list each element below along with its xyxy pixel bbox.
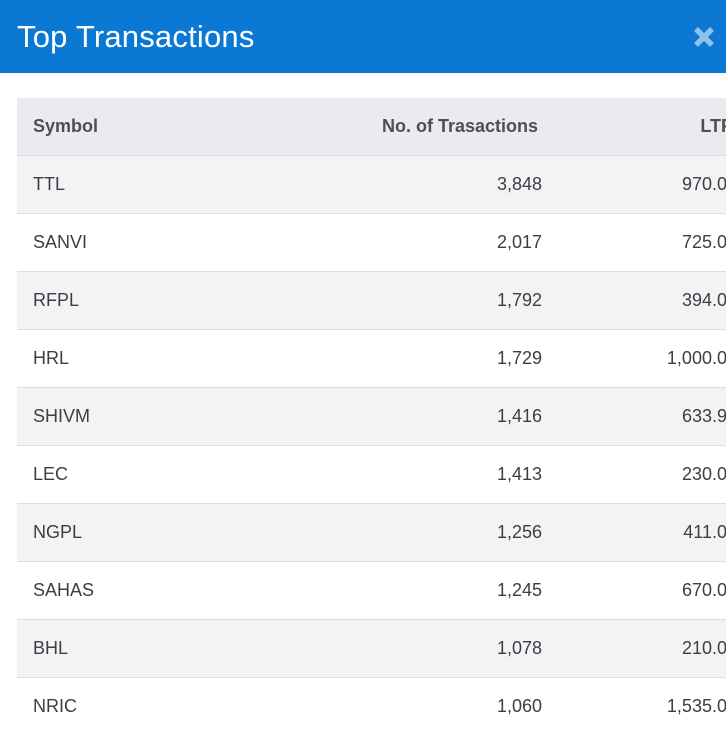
cell-transactions: 1,256 xyxy=(233,503,542,561)
table-row[interactable]: SANVI 2,017 725.00 xyxy=(17,213,726,271)
table-header-row: Symbol No. of Trasactions LTP xyxy=(17,98,726,155)
cell-transactions-value: 3,848 xyxy=(496,173,542,194)
table-row[interactable]: HRL 1,729 1,000.00 xyxy=(17,329,726,387)
cell-transactions-value: 1,245 xyxy=(496,579,542,600)
cell-transactions-value: 1,413 xyxy=(496,463,542,484)
table-row[interactable]: BHL 1,078 210.00 xyxy=(17,619,726,677)
cell-ltp: 1,000.00 xyxy=(666,347,726,368)
cell-transactions: 1,245 xyxy=(233,561,542,619)
column-header-symbol[interactable]: Symbol xyxy=(33,115,99,136)
table-row[interactable]: NGPL 1,256 411.00 xyxy=(17,503,726,561)
table-row[interactable]: SHIVM 1,416 633.90 xyxy=(17,387,726,445)
cell-symbol[interactable]: LEC xyxy=(33,463,69,484)
cell-transactions-value: 1,256 xyxy=(496,521,542,542)
cell-symbol[interactable]: SHIVM xyxy=(33,405,91,426)
cell-symbol[interactable]: RFPL xyxy=(33,289,80,310)
modal-title: Top Transactions xyxy=(17,18,255,54)
cell-transactions-value: 2,017 xyxy=(496,231,542,252)
cell-ltp: 411.00 xyxy=(683,521,726,542)
cell-transactions: 1,729 xyxy=(233,329,542,387)
cell-transactions: 1,416 xyxy=(233,387,542,445)
column-header-transactions-label: No. of Trasactions xyxy=(381,115,538,136)
cell-symbol[interactable]: TTL xyxy=(33,173,66,194)
table-row[interactable]: TTL 3,848 970.00 xyxy=(17,155,726,213)
cell-transactions: 2,017 xyxy=(233,213,542,271)
cell-ltp: 210.00 xyxy=(681,637,726,658)
cell-transactions-value: 1,078 xyxy=(496,637,542,658)
cell-transactions-value: 1,729 xyxy=(496,347,542,368)
modal-header: Top Transactions xyxy=(0,0,726,73)
cell-transactions-value: 1,416 xyxy=(496,405,542,426)
cell-ltp: 970.00 xyxy=(681,173,726,194)
cell-ltp: 1,535.00 xyxy=(666,695,726,716)
cell-symbol[interactable]: HRL xyxy=(33,347,70,368)
cell-ltp: 230.00 xyxy=(681,463,726,484)
cell-symbol[interactable]: SANVI xyxy=(33,231,88,252)
close-icon xyxy=(694,26,714,47)
cell-ltp: 394.00 xyxy=(681,289,726,310)
table-row[interactable]: RFPL 1,792 394.00 xyxy=(17,271,726,329)
cell-transactions-value: 1,060 xyxy=(496,695,542,716)
transactions-table-container: Symbol No. of Trasactions LTP TTL 3,848 97… xyxy=(17,98,726,730)
transactions-table: Symbol No. of Trasactions LTP TTL 3,848 97… xyxy=(17,98,726,730)
cell-symbol[interactable]: BHL xyxy=(33,637,69,658)
cell-transactions: 3,848 xyxy=(233,155,542,213)
cell-symbol[interactable]: SAHAS xyxy=(33,579,95,600)
cell-transactions: 1,060 xyxy=(233,677,542,730)
table-row[interactable]: LEC 1,413 230.00 xyxy=(17,445,726,503)
close-button[interactable] xyxy=(691,24,717,50)
table-header: Symbol No. of Trasactions LTP xyxy=(17,98,726,155)
table-row[interactable]: NRIC 1,060 1,535.00 xyxy=(17,677,726,730)
cell-ltp: 725.00 xyxy=(681,231,726,252)
cell-transactions: 1,078 xyxy=(233,619,542,677)
table-row[interactable]: SAHAS 1,245 670.00 xyxy=(17,561,726,619)
cell-transactions: 1,413 xyxy=(233,445,542,503)
cell-symbol[interactable]: NGPL xyxy=(33,521,83,542)
cell-ltp: 633.90 xyxy=(681,405,726,426)
column-header-ltp[interactable]: LTP xyxy=(700,115,726,136)
cell-symbol[interactable]: NRIC xyxy=(33,695,77,716)
cell-transactions-value: 1,792 xyxy=(496,289,542,310)
cell-transactions: 1,792 xyxy=(233,271,542,329)
table-body: TTL 3,848 970.00 SANVI 2,017 725.00 RFPL 1,792 3… xyxy=(17,155,726,730)
column-header-transactions[interactable]: No. of Trasactions xyxy=(233,98,538,155)
cell-ltp: 670.00 xyxy=(681,579,726,600)
